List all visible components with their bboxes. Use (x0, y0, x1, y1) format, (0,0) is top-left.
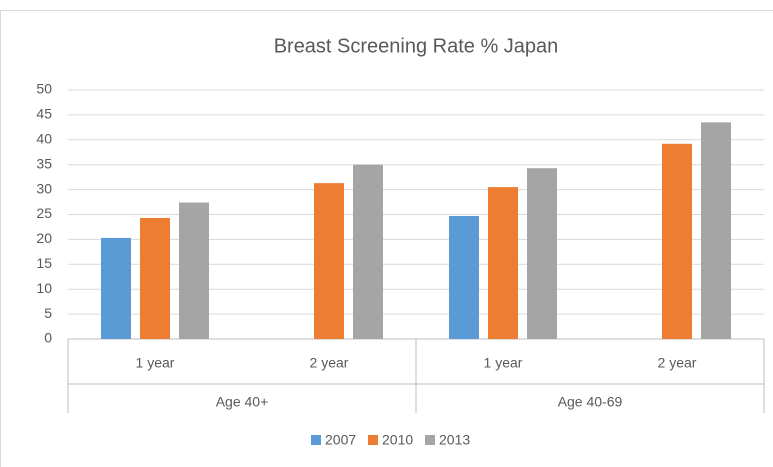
bar (140, 217, 170, 339)
y-tick-label: 50 (36, 81, 52, 97)
group-label: Age 40-69 (558, 394, 623, 410)
bar (314, 183, 344, 339)
y-tick-label: 40 (36, 131, 52, 147)
bar (527, 168, 557, 339)
bar (353, 164, 383, 339)
group-label: Age 40+ (216, 394, 269, 410)
bar (449, 215, 479, 339)
legend-swatch (425, 435, 435, 445)
y-tick-label: 0 (44, 330, 52, 346)
legend-label: 2013 (439, 432, 470, 448)
legend-swatch (311, 435, 321, 445)
bar (662, 143, 692, 339)
y-tick-label: 30 (36, 180, 52, 196)
bar (179, 202, 209, 339)
legend-label: 2007 (325, 432, 356, 448)
y-tick-label: 25 (36, 205, 52, 221)
y-tick-label: 20 (36, 230, 52, 246)
bar (488, 187, 518, 339)
bar (101, 237, 131, 339)
legend-label: 2010 (382, 432, 413, 448)
chart-title: Breast Screening Rate % Japan (274, 35, 559, 57)
y-tick-label: 15 (36, 255, 52, 271)
x-tick-label: 1 year (136, 355, 175, 371)
y-tick-label: 5 (44, 305, 52, 321)
legend-swatch (368, 435, 378, 445)
bar (701, 122, 731, 340)
x-tick-label: 1 year (484, 355, 523, 371)
x-tick-label: 2 year (658, 355, 697, 371)
y-tick-label: 45 (36, 106, 52, 122)
y-tick-label: 35 (36, 155, 52, 171)
x-tick-label: 2 year (310, 355, 349, 371)
y-tick-label: 10 (36, 280, 52, 296)
